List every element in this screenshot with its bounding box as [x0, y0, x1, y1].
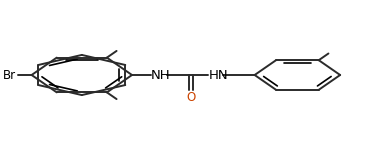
Text: O: O — [186, 91, 196, 104]
Text: Br: Br — [3, 69, 16, 81]
Text: HN: HN — [209, 69, 228, 81]
Text: NH: NH — [151, 69, 170, 81]
